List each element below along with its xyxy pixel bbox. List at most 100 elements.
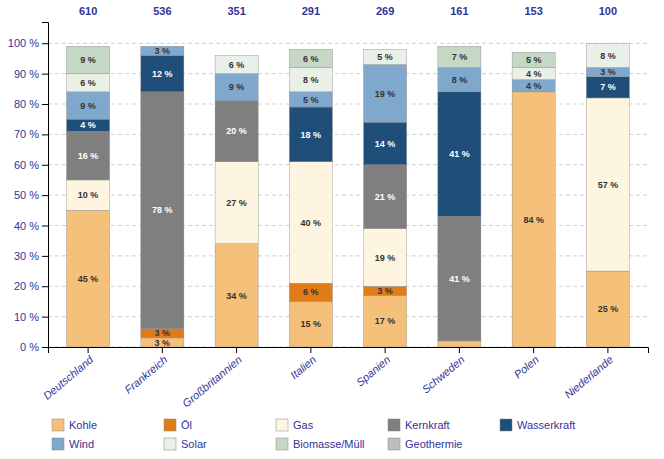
tick: 100 %	[8, 37, 48, 49]
legend-label: Wasserkraft	[517, 419, 575, 431]
tick-mark	[88, 347, 89, 353]
tick-label: Spanien	[354, 353, 393, 388]
tick: 40 %	[14, 220, 48, 232]
legend-swatch	[164, 419, 176, 431]
legend-item: Gas	[276, 419, 314, 431]
tick: 10 %	[14, 311, 48, 323]
data-label: 10 %	[78, 190, 99, 200]
data-label: 9 %	[229, 82, 245, 92]
bar	[438, 92, 481, 217]
bar-series	[67, 46, 630, 122]
tick: Deutschland	[41, 347, 96, 402]
grid-line	[48, 104, 648, 105]
tick-label: 40 %	[14, 220, 39, 232]
legend-swatch	[500, 419, 512, 431]
data-label: 9 %	[80, 55, 96, 65]
legend-item: Kernkraft	[388, 419, 450, 431]
bar	[364, 65, 407, 123]
tick: 60 %	[14, 159, 48, 171]
data-label: 15 %	[301, 319, 322, 329]
tick: 90 %	[14, 68, 48, 80]
data-label: 6 %	[303, 287, 319, 297]
legend-swatch	[164, 438, 176, 450]
tick-label: 100 %	[8, 37, 39, 49]
bar	[67, 180, 110, 210]
tick-label: Deutschland	[41, 353, 96, 402]
data-label: 7 %	[600, 82, 616, 92]
bar	[289, 162, 332, 283]
bar	[67, 46, 110, 73]
data-label: 45 %	[78, 274, 99, 284]
bar	[586, 43, 629, 44]
bar	[215, 74, 258, 101]
legend-swatch	[52, 438, 64, 450]
data-label: 3 %	[600, 67, 616, 77]
data-label: 8 %	[452, 75, 468, 85]
tick: 70 %	[14, 128, 48, 140]
bar	[67, 119, 110, 131]
tick-label: Niederlande	[562, 353, 615, 400]
tick-mark	[42, 104, 48, 105]
data-label: 57 %	[598, 180, 619, 190]
bar	[512, 92, 555, 347]
bars	[67, 43, 630, 347]
tick-mark	[42, 165, 48, 166]
grid-line	[48, 73, 648, 74]
bar	[289, 49, 332, 67]
tick-mark	[42, 226, 48, 227]
tick: Italien	[288, 347, 318, 381]
bar	[141, 338, 184, 347]
bar	[141, 46, 184, 55]
legend-item: Wind	[52, 438, 94, 450]
data-label: 3 %	[155, 46, 171, 56]
bar	[141, 55, 184, 91]
data-label: 5 %	[526, 55, 542, 65]
tick-mark	[42, 256, 48, 257]
legend-item: Wasserkraft	[500, 419, 575, 431]
data-label: 7 %	[452, 52, 468, 62]
data-label: 41 %	[449, 149, 470, 159]
legend-label: Kernkraft	[405, 419, 450, 431]
data-label: 3 %	[377, 286, 393, 296]
bar	[438, 46, 481, 47]
bar	[586, 271, 629, 347]
bar	[215, 244, 258, 347]
data-label: 14 %	[375, 139, 396, 149]
tick-label: 10 %	[14, 311, 39, 323]
tick-mark	[236, 347, 237, 353]
data-label: 18 %	[301, 130, 322, 140]
legend-item: Öl	[164, 419, 192, 431]
data-label: 78 %	[152, 205, 173, 215]
grid-line	[48, 316, 648, 317]
data-label: 5 %	[303, 95, 319, 105]
bar	[586, 77, 629, 98]
tick: 80 %	[14, 98, 48, 110]
data-label: 25 %	[598, 304, 619, 314]
tick: Schweden	[420, 347, 467, 395]
bar	[67, 74, 110, 92]
bar	[289, 283, 332, 301]
data-label: 8 %	[600, 51, 616, 61]
bar-series	[67, 92, 481, 341]
tick: 0 %	[20, 341, 48, 353]
data-label: 19 %	[375, 253, 396, 263]
legend-swatch	[52, 419, 64, 431]
bar	[289, 49, 332, 50]
axis-line	[42, 23, 49, 348]
tick-label: Großbritannien	[180, 353, 244, 409]
bar	[586, 43, 629, 67]
bar	[438, 216, 481, 341]
total-label: 291	[302, 5, 320, 17]
y-axis: 0 %10 %20 %30 %40 %50 %60 %70 %80 %90 %1…	[8, 23, 49, 354]
axis-line	[49, 348, 649, 354]
data-label: 27 %	[226, 198, 247, 208]
tick: 20 %	[14, 280, 48, 292]
bar	[141, 92, 184, 329]
tick-mark	[162, 347, 163, 353]
data-label: 9 %	[80, 101, 96, 111]
total-label: 161	[450, 5, 468, 17]
tick-mark	[42, 43, 48, 44]
grid-line	[48, 286, 648, 287]
bar	[289, 92, 332, 107]
tick-label: Schweden	[420, 353, 467, 395]
